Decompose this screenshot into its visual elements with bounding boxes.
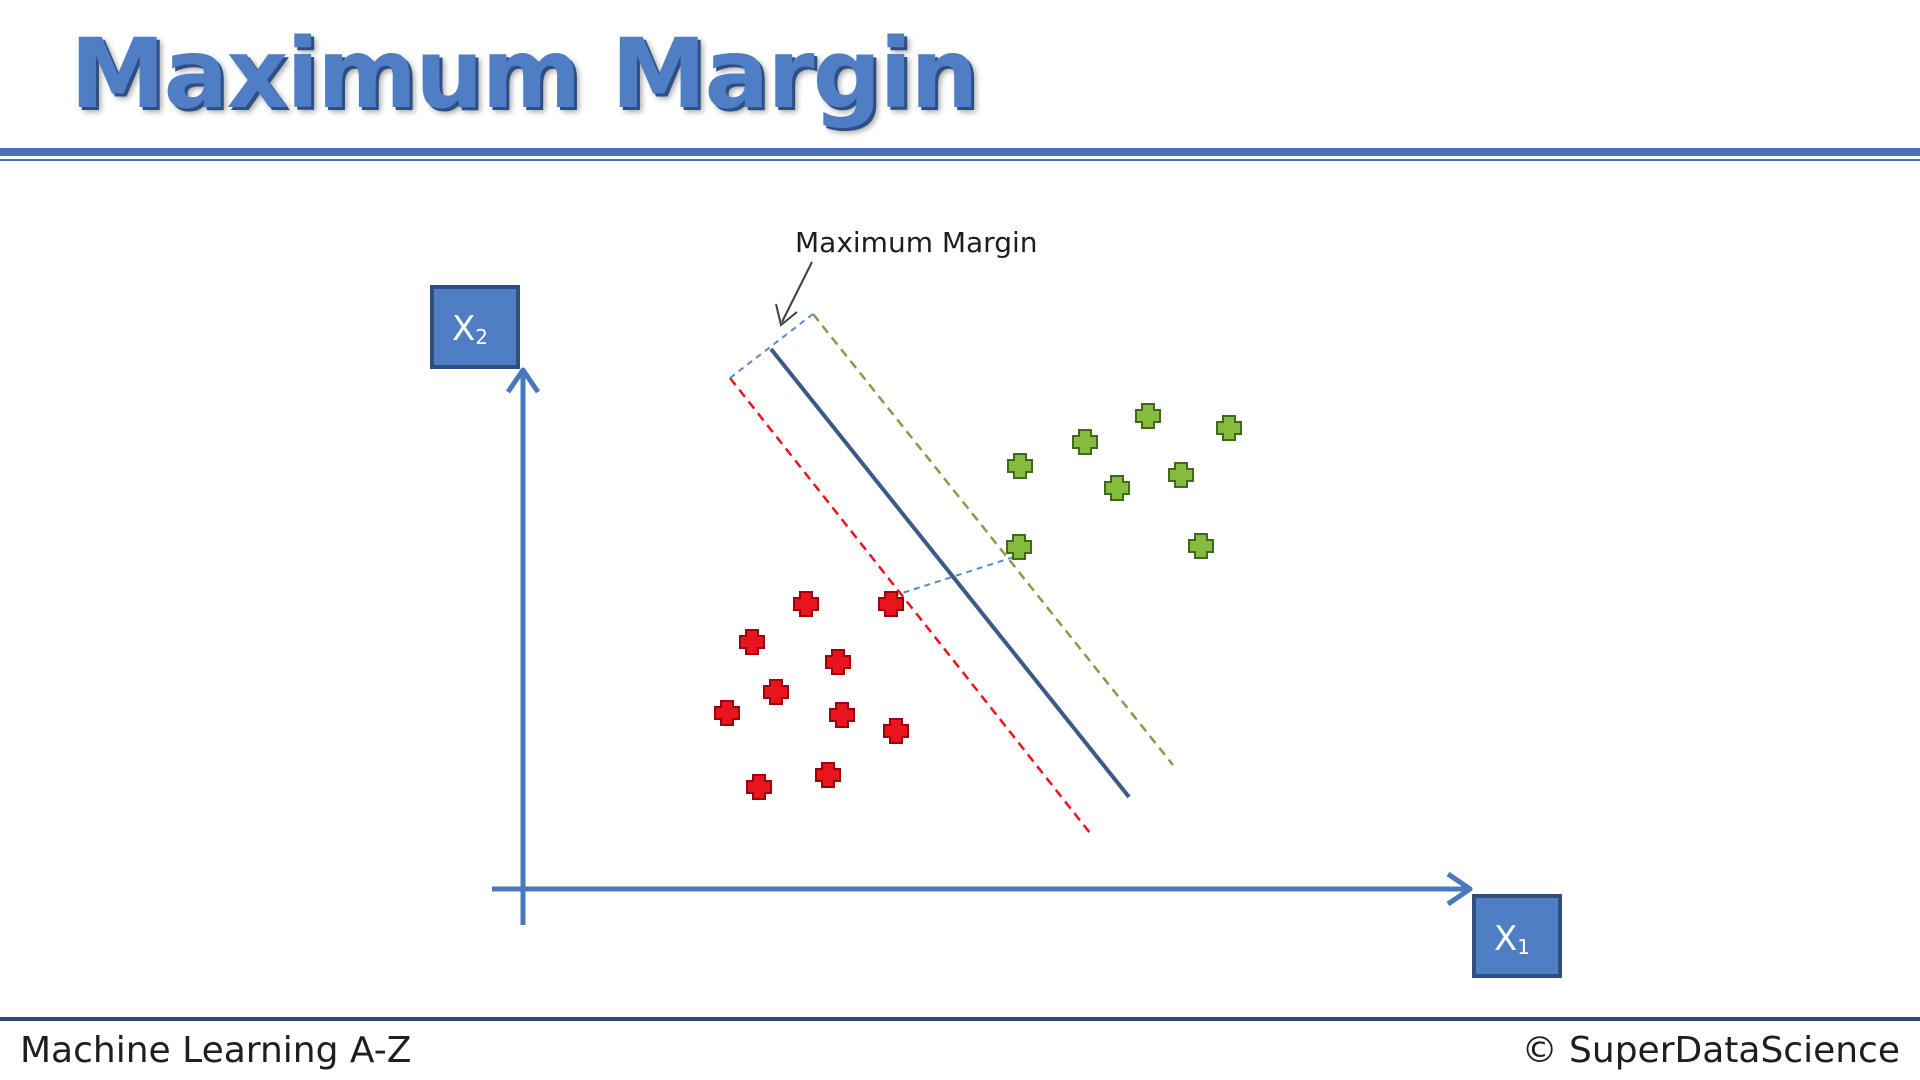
red-plus-icon [883, 718, 909, 744]
red-plus-icon [746, 774, 772, 800]
title-divider-thin [0, 159, 1920, 161]
footer-divider [0, 1017, 1920, 1021]
hyperplane [769, 347, 1131, 799]
slide-title: Maximum Margin [70, 18, 979, 130]
y-axis-arrow-icon [505, 367, 541, 394]
x-axis-label: X1 [1494, 919, 1530, 959]
green-plus-icon [1216, 415, 1242, 441]
footer-copyright: © SuperDataScience [1521, 1030, 1900, 1071]
annotation-label: Maximum Margin [795, 226, 1038, 259]
data-points [714, 403, 1242, 800]
green-plus-icon [1072, 429, 1098, 455]
y-axis-label-main: X [452, 309, 475, 349]
x-axis-arrow-icon [1446, 871, 1473, 907]
annotation-arrow-icon [775, 261, 813, 327]
margin-boundary-red [729, 377, 1091, 834]
green-plus-icon [1006, 534, 1032, 560]
red-plus-icon [825, 649, 851, 675]
title-divider [0, 148, 1920, 156]
green-plus-icon [1168, 462, 1194, 488]
y-axis-label: X2 [452, 309, 488, 349]
y-axis-label-sub: 2 [475, 325, 488, 349]
y-axis-label-box: X2 [430, 285, 520, 369]
red-plus-icon [714, 700, 740, 726]
green-plus-icon [1104, 475, 1130, 501]
red-plus-icon [815, 762, 841, 788]
green-plus-icon [1007, 453, 1033, 479]
x-axis-label-sub: 1 [1517, 935, 1530, 959]
green-plus-icon [1188, 533, 1214, 559]
x-axis-label-box: X1 [1472, 894, 1562, 978]
green-plus-icon [1135, 403, 1161, 429]
margin-width-top [729, 313, 814, 379]
margin-width-mid [892, 555, 1018, 597]
red-plus-icon [829, 702, 855, 728]
red-plus-icon [878, 591, 904, 617]
red-plus-icon [763, 679, 789, 705]
red-plus-icon [739, 629, 765, 655]
footer-course: Machine Learning A-Z [20, 1030, 412, 1071]
x-axis-label-main: X [1494, 919, 1517, 959]
margin-boundary-green [812, 313, 1174, 766]
red-plus-icon [793, 591, 819, 617]
